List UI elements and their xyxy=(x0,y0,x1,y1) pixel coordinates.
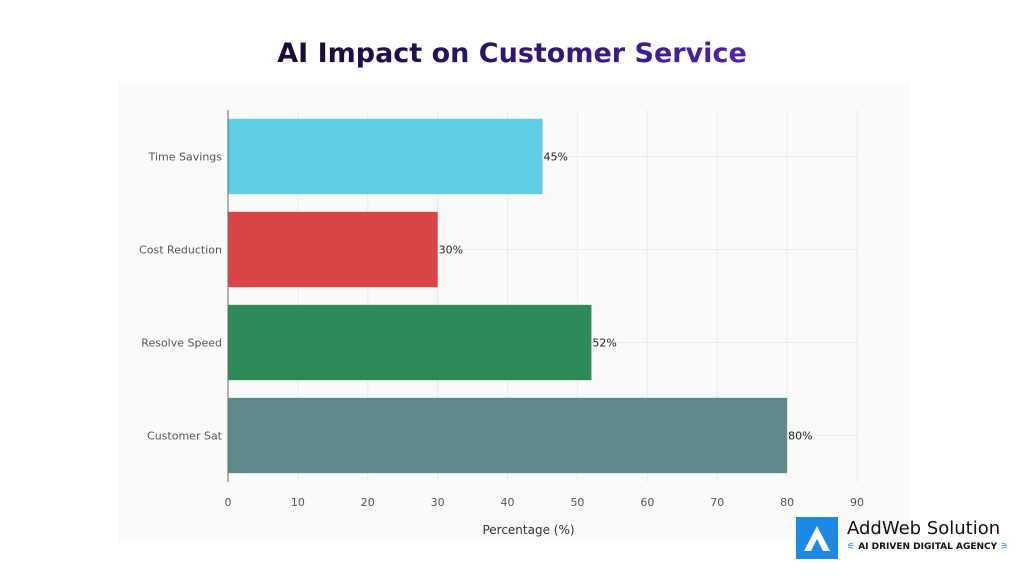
y-category-label: Customer Sat xyxy=(147,430,223,443)
x-tick-label: 50 xyxy=(570,496,584,509)
bar xyxy=(228,304,592,381)
x-tick-label: 10 xyxy=(291,496,305,509)
x-tick-label: 80 xyxy=(780,496,794,509)
signal-icon: ⚞ xyxy=(997,542,1009,552)
data-label: 45% xyxy=(544,151,568,164)
data-label: 80% xyxy=(788,430,812,443)
logo-tagline: AI DRIVEN DIGITAL AGENCY xyxy=(858,542,998,552)
logo-mark-icon xyxy=(796,517,838,559)
x-tick-label: 20 xyxy=(361,496,375,509)
x-axis-title: Percentage (%) xyxy=(482,523,574,537)
x-tick-label: 0 xyxy=(225,496,232,509)
y-category-label: Cost Reduction xyxy=(139,244,222,257)
x-tick-label: 30 xyxy=(431,496,445,509)
data-label: 52% xyxy=(592,337,616,350)
x-tick-label: 40 xyxy=(501,496,515,509)
signal-icon: ⚟ xyxy=(847,542,859,552)
addweb-logo: AddWeb Solution ⚟ AI DRIVEN DIGITAL AGEN… xyxy=(796,517,1024,563)
data-label: 30% xyxy=(439,244,463,257)
bar xyxy=(228,118,543,195)
chart-title: AI Impact on Customer Service xyxy=(0,38,1024,69)
y-category-label: Time Savings xyxy=(148,151,223,164)
logo-brand: AddWeb Solution xyxy=(847,518,1001,539)
x-tick-label: 60 xyxy=(640,496,654,509)
x-tick-label: 90 xyxy=(850,496,864,509)
bar xyxy=(228,211,438,288)
x-tick-label: 70 xyxy=(710,496,724,509)
bar xyxy=(228,397,788,474)
y-category-label: Resolve Speed xyxy=(141,337,222,350)
